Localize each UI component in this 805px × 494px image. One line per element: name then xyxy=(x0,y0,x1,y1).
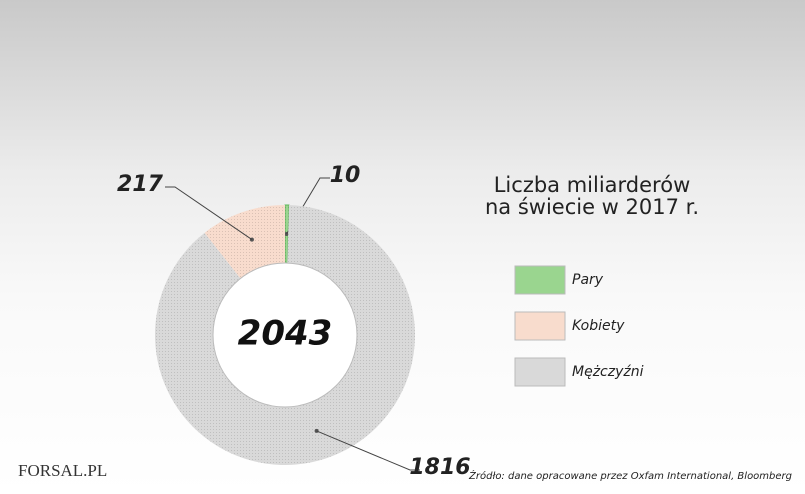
chart-title: Liczba miliarderów xyxy=(494,173,691,197)
legend-label: Mężczyźni xyxy=(572,364,644,380)
data-label: 1816 xyxy=(409,455,470,480)
leader-line xyxy=(165,186,253,240)
legend-swatch xyxy=(514,265,566,295)
slice-texture xyxy=(204,205,285,279)
legend-label: Pary xyxy=(572,272,604,288)
data-label: 10 xyxy=(330,163,361,188)
legend-swatch xyxy=(514,357,566,387)
source: Źródło: dane opracowane przez Oxfam Inte… xyxy=(468,469,792,482)
data-label: 217 xyxy=(117,172,164,197)
slice-texture xyxy=(155,205,416,466)
legend-swatch xyxy=(514,311,566,341)
total-label: 2043 xyxy=(238,314,333,354)
donut-hole xyxy=(212,262,358,408)
chart-title: na świecie w 2017 r. xyxy=(485,195,699,219)
logo: FORSAL.PL xyxy=(18,461,107,480)
leader-line xyxy=(316,430,420,471)
legend-label: Kobiety xyxy=(572,318,625,334)
